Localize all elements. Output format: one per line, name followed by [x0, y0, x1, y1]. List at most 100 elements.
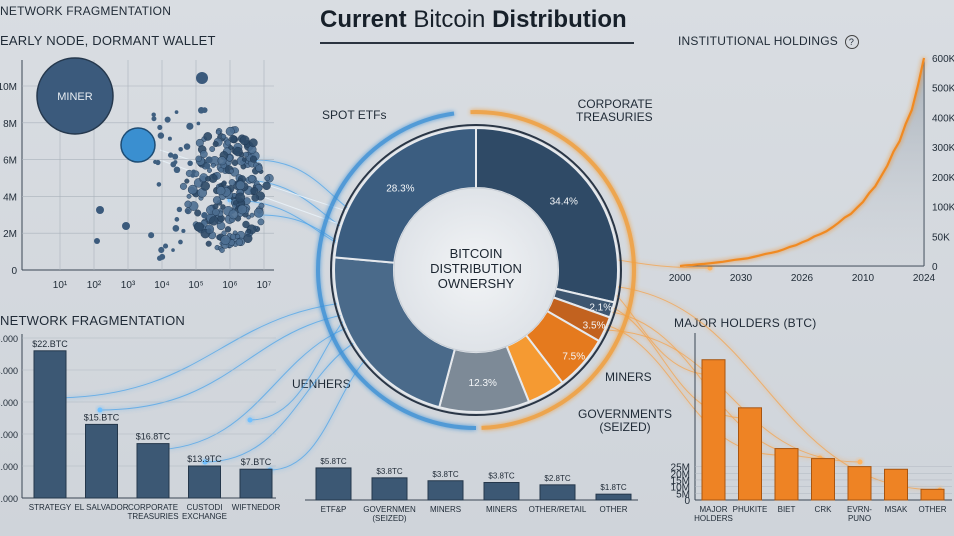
- scatter-point: [167, 136, 172, 141]
- scatter-point: [204, 162, 211, 170]
- bar-category-label: EL SALVADOR: [74, 503, 128, 512]
- page-title: Current Bitcoin Distribution: [320, 6, 627, 33]
- pie-slice-label: 34.4%: [550, 196, 578, 207]
- bar: [239, 468, 273, 499]
- y-tick-label: 100K: [932, 203, 954, 214]
- y-tick-label: 5M: [676, 489, 690, 500]
- bar-data-label: $2.8TC: [544, 474, 570, 483]
- y-tick-label: 3.000: [0, 398, 18, 408]
- scatter-point: [190, 173, 196, 178]
- bar-category-label: STRATEGY: [29, 503, 72, 512]
- connector-dot: [202, 459, 208, 465]
- title-underline: [320, 42, 634, 44]
- scatter-point: [228, 144, 234, 150]
- bar-category-label: EVRN-PUNO: [847, 505, 872, 523]
- bar-data-label: $15.BTC: [84, 412, 120, 422]
- help-circle-icon[interactable]: ?: [844, 35, 859, 49]
- scatter-point: [196, 72, 208, 84]
- x-tick-label: 2030: [730, 273, 753, 284]
- scatter-point: [162, 243, 169, 249]
- scatter-point: [183, 143, 191, 150]
- scatter-point: [200, 181, 210, 191]
- connector-dot: [247, 417, 253, 423]
- scatter-point: [243, 233, 253, 244]
- bar-category-label: OTHER: [919, 505, 947, 514]
- scatter-point: [179, 182, 188, 190]
- bar: [188, 465, 221, 499]
- bar: [701, 359, 726, 501]
- bar-category-label: WIFTNEDOR: [232, 503, 281, 512]
- scatter-point: [203, 132, 213, 141]
- x-tick-label: 2026: [791, 273, 814, 284]
- scatter-point: [194, 222, 205, 232]
- scatter-point: [191, 169, 196, 174]
- scatter-point: [215, 129, 221, 135]
- bar: [136, 443, 170, 499]
- bar: [847, 466, 872, 501]
- x-tick-label: 10⁷: [257, 280, 272, 291]
- scatter-point: [201, 212, 208, 219]
- scatter-point: [181, 228, 186, 234]
- scatter-point: [229, 134, 238, 144]
- bar-data-label: $16.8TC: [136, 432, 171, 442]
- scatter-point: [178, 146, 183, 152]
- scatter-point: [187, 184, 198, 195]
- scatter-point: [242, 157, 247, 162]
- label-corporate-treasuries: CORPORATE TREASURIES: [576, 97, 653, 124]
- scatter-point: [164, 116, 171, 123]
- label-miners: MINERS: [605, 370, 652, 384]
- y-tick-label: 10M: [671, 483, 690, 494]
- scatter-point: [186, 193, 192, 199]
- scatter-point: [217, 156, 227, 166]
- x-tick-label: 2000: [669, 273, 692, 284]
- scatter-point: [209, 216, 219, 226]
- scatter-panel-subtitle: EARLY NODE, DORMANT WALLET: [0, 33, 216, 48]
- scatter-point: [206, 228, 212, 234]
- scatter-point: [235, 180, 246, 191]
- scatter-point: [170, 161, 177, 168]
- bar-data-label: $3.8TC: [432, 470, 458, 479]
- scatter-point: [212, 208, 220, 216]
- scatter-point: [257, 218, 265, 226]
- scatter-point: [264, 175, 271, 182]
- bar-data-label: $1.8TC: [600, 483, 626, 492]
- scatter-point: [195, 155, 202, 163]
- y-tick-label: 0: [932, 262, 938, 273]
- bar: [371, 477, 408, 501]
- bar: [811, 458, 835, 501]
- y-tick-label: 50K: [932, 232, 950, 243]
- scatter-point: [157, 132, 165, 139]
- scatter-point: [246, 229, 251, 234]
- fragmentation-bar-chart: .000 1.000 2.000 3.000 4.000 5.000 $22.BTC STRA…: [0, 334, 280, 521]
- bar: [738, 407, 762, 501]
- miner-bubble-label: MINER: [57, 91, 93, 103]
- scatter-point: [167, 152, 174, 158]
- y-tick-label: 20M: [671, 469, 690, 480]
- y-tick-label: 2M: [3, 229, 17, 240]
- scatter-point: [122, 222, 130, 230]
- pie-slice-label: 2.1%: [589, 303, 612, 314]
- scatter-point: [96, 206, 104, 214]
- scatter-point: [225, 126, 235, 136]
- scatter-point: [184, 178, 190, 184]
- donut-center-text: BITCOIN: [450, 246, 503, 261]
- y-tick-label: 2.000: [0, 430, 18, 440]
- bar-category-label: MINERS: [486, 505, 517, 514]
- scatter-point: [247, 174, 256, 183]
- scatter-point: [221, 181, 227, 187]
- inst-panel-title: INSTITUTIONAL HOLDINGS ?: [678, 34, 859, 49]
- bar: [774, 448, 799, 501]
- bar-category-label: OTHER/RETAIL: [529, 505, 587, 514]
- y-tick-label: 0: [11, 266, 17, 277]
- y-tick-label: 6M: [3, 156, 17, 167]
- y-tick-label: 200K: [932, 173, 954, 184]
- distribution-donut-chart: 34.4% 2.1% 3.5% 7.5% 12.3% 28.3% BITCOINDISTRI…: [316, 109, 636, 431]
- bar: [315, 467, 352, 501]
- connector-line-blue: [49, 299, 391, 399]
- scatter-point: [248, 138, 258, 148]
- scatter-point: [194, 209, 202, 217]
- scatter-point: [156, 182, 162, 187]
- scatter-point: [184, 200, 192, 208]
- y-tick-label: 300K: [932, 143, 954, 154]
- y-tick-label: 1.000: [0, 462, 18, 472]
